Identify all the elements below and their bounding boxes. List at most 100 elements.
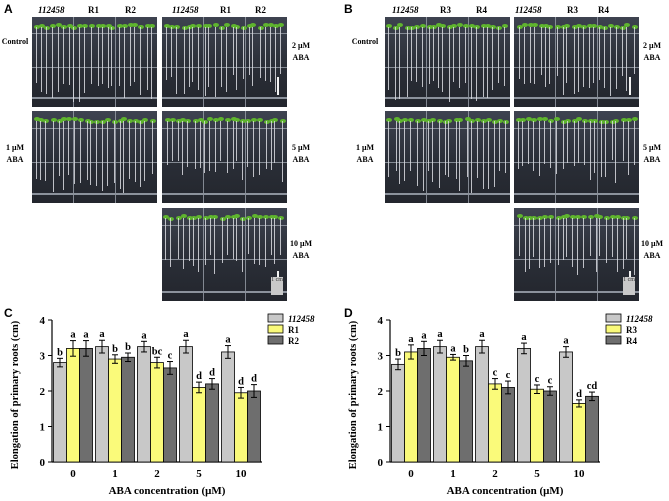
seedling-leaf	[256, 214, 263, 219]
seedling-root	[504, 121, 506, 173]
seedling-root	[406, 27, 408, 97]
plate-grid-line	[32, 67, 157, 68]
x-tick-label: 2	[492, 468, 498, 480]
seedling-leaf	[501, 24, 508, 29]
seedling-root	[199, 121, 201, 168]
seedling-leaf	[396, 23, 403, 27]
seedling-root	[279, 27, 281, 74]
seedling-leaf	[603, 215, 610, 220]
seedling-leaf	[582, 118, 589, 123]
plate-photo: 1 cm	[514, 208, 639, 301]
condition-label: 10 μM ABA	[640, 239, 664, 260]
seedling-root	[182, 121, 184, 175]
seedling-root	[387, 27, 389, 90]
seedling-root	[111, 27, 113, 86]
seedling-leaf	[268, 215, 275, 220]
seedling-root	[492, 27, 494, 90]
seedling-leaf	[608, 23, 615, 28]
seedling-leaf	[203, 23, 210, 28]
seedling-root	[584, 121, 586, 165]
significance-letter: a	[99, 329, 105, 340]
seedling-leaf	[632, 215, 639, 220]
seedling-leaf	[576, 117, 583, 122]
seedling-root	[165, 27, 167, 80]
seedling-leaf	[60, 25, 67, 30]
seedling-leaf	[437, 118, 444, 123]
seedling-root	[197, 218, 199, 272]
seedling-root	[232, 218, 234, 259]
seedling-leaf	[465, 117, 472, 121]
seedling-root	[246, 121, 248, 167]
seedling-root	[271, 121, 273, 170]
seedling-leaf	[393, 117, 400, 122]
bar	[247, 390, 261, 463]
seedling-leaf	[554, 25, 561, 30]
seedling-root	[394, 27, 396, 100]
seedling-root	[557, 218, 559, 265]
seedling-leaf	[555, 215, 562, 220]
plate-edge	[514, 193, 639, 195]
seedling-root	[150, 27, 152, 99]
plate-grid-line	[385, 67, 510, 68]
seedling-leaf	[407, 118, 414, 123]
panel-letter-d: D	[344, 306, 353, 320]
plate-grid-line	[162, 162, 287, 163]
x-tick-label: 5	[196, 468, 202, 480]
seedling-root	[487, 27, 489, 98]
col-label-r3: R3	[567, 5, 578, 15]
bar	[475, 346, 489, 463]
seedling-root	[566, 27, 568, 83]
seedling-leaf	[443, 119, 450, 124]
significance-letter: a	[563, 336, 569, 347]
seedling-root	[67, 121, 69, 175]
plate-grid-line	[555, 111, 556, 203]
bar	[66, 348, 80, 463]
y-axis-label: Elongation of primary roots (cm)	[348, 320, 359, 469]
y-tick-label: 2	[40, 386, 46, 398]
seedling-leaf	[206, 117, 213, 122]
seedling-root	[96, 121, 98, 186]
seedling-leaf	[117, 118, 124, 123]
plate-edge	[162, 97, 287, 99]
plate-photo	[32, 17, 157, 107]
col-label-wt: 112458	[172, 5, 199, 15]
bar	[121, 356, 135, 463]
seedling-root	[476, 27, 478, 101]
seedling-leaf	[241, 25, 248, 30]
seedling-leaf	[150, 118, 157, 123]
x-tick-label: 0	[70, 468, 76, 480]
x-tick-label: 10	[236, 468, 248, 480]
seedling-leaf	[121, 24, 128, 29]
plate-edge	[514, 291, 639, 293]
seedling-leaf	[99, 23, 106, 28]
bar	[163, 367, 177, 463]
seedling-root	[35, 27, 37, 83]
plate-grid-line	[245, 111, 246, 203]
col-label-wt: 112458	[392, 5, 419, 15]
seedling-root	[628, 121, 630, 175]
seedling-root	[170, 218, 172, 267]
seedling-root	[477, 121, 479, 178]
seedling-leaf	[446, 119, 453, 124]
seedling-leaf	[385, 23, 392, 28]
seedling-leaf	[404, 25, 411, 30]
legend-label: R4	[626, 336, 637, 346]
x-tick-label: 2	[154, 468, 160, 480]
seedling-leaf	[163, 24, 170, 29]
seedling-leaf	[212, 215, 219, 220]
seedling-leaf	[570, 214, 577, 219]
seedling-leaf	[195, 215, 202, 220]
seedling-leaf	[77, 118, 84, 123]
seedling-root	[45, 121, 47, 181]
seedling-leaf	[542, 117, 549, 122]
seedling-leaf	[491, 119, 498, 124]
seedling-leaf	[414, 119, 421, 124]
seedling-root	[208, 27, 210, 87]
seedling-root	[482, 27, 484, 97]
seedling-root	[215, 27, 217, 97]
seedling-root	[258, 218, 260, 265]
plate-grid-line	[555, 17, 556, 107]
plate-edge	[32, 97, 157, 99]
seedling-root	[399, 121, 401, 184]
plate-grid-line	[162, 259, 287, 260]
